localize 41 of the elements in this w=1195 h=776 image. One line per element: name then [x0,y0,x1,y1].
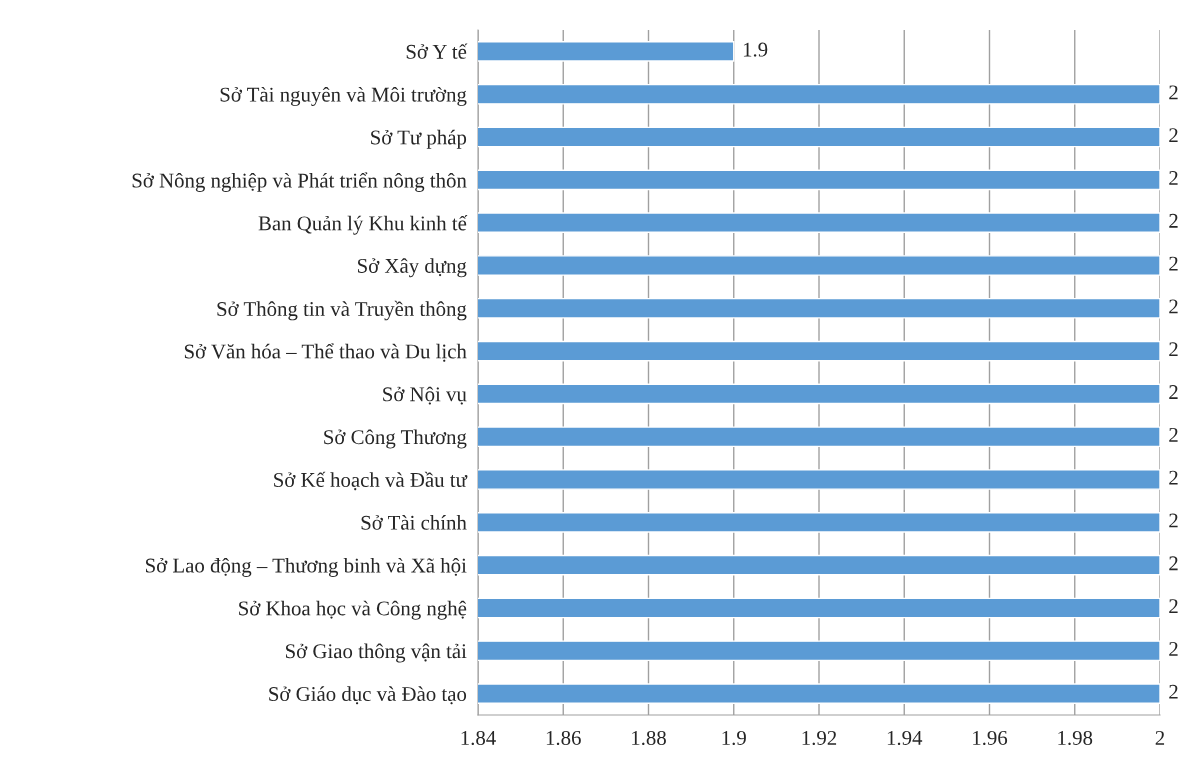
data-label: 2 [1169,171,1178,185]
data-label: 2 [1169,513,1178,528]
data-label: 2 [1169,427,1178,442]
x-tick-label: 1.88 [632,730,666,746]
y-tick-label: Sở Giao thông vận tải [285,643,467,663]
x-tick-label: 1.92 [802,730,837,746]
y-tick-label: Sở Công Thương [324,429,467,449]
y-tick-label: Sở Tài nguyên và Môi trường [220,86,467,106]
y-tick-label: Sở Y tế [406,43,468,59]
y-tick-label: Sở Tài chính [361,515,467,530]
data-label: 2 [1169,642,1178,656]
data-label: 2 [1169,256,1178,271]
data-label: 2 [1169,213,1178,228]
y-tick-label: Sở Khoa học và Công nghệ [239,600,467,620]
x-tick-label: 1.96 [973,730,1008,746]
data-label: 2 [1169,556,1178,571]
y-tick-label: Sở Xây dựng [358,258,467,278]
y-tick-label: Sở Giáo dục và Đào tạo [269,686,467,705]
x-tick-label: 1.9 [722,730,746,746]
y-tick-label: Sở Nông nghiệp và Phát triển nông thôn [132,172,467,192]
data-label: 2 [1169,299,1178,314]
y-tick-label: Sở Lao động – Thương binh và Xã hội [146,557,467,577]
data-label: 2 [1169,599,1178,613]
data-label: 2 [1169,85,1178,100]
y-tick-label: Sở Nội vụ [383,386,467,405]
data-label: 2 [1169,470,1178,485]
x-tick-label: 1.86 [546,730,581,746]
data-label: 2 [1169,128,1178,143]
x-tick-label: 1.94 [887,730,923,746]
y-tick-label: Sở Tư pháp [371,129,467,149]
data-label: 1.9 [743,42,768,57]
data-label: 2 [1169,385,1178,399]
x-tick-label: 2 [1155,730,1165,745]
y-tick-label: Sở Văn hóa – Thể thao và Du lịch [184,343,467,362]
x-tick-label: 1.98 [1058,730,1093,746]
data-label: 2 [1169,684,1178,699]
y-tick-label: Sở Thông tin và Truyền thông [217,300,467,321]
data-label: 2 [1169,342,1178,357]
x-tick-label: 1.84 [461,730,496,746]
y-tick-label: Ban Quản lý Khu kinh tế [258,215,468,235]
y-tick-label: Sở Kế hoạch và Đầu tư [274,471,468,491]
